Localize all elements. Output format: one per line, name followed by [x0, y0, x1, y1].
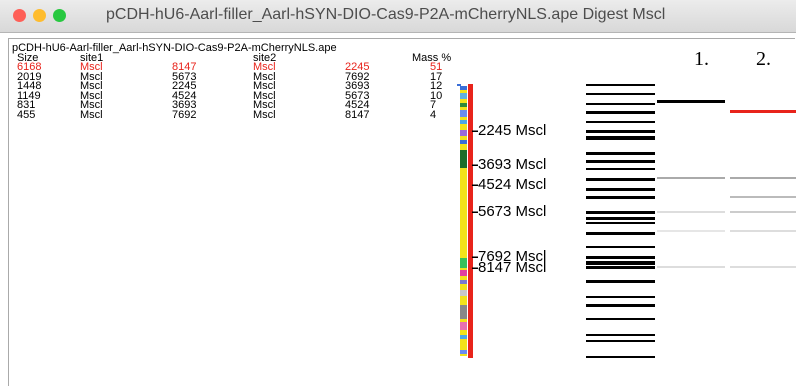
map-feature [460, 140, 467, 144]
map-feature [457, 84, 461, 86]
table-cell: 8147 [345, 110, 369, 121]
table-cell: 4 [430, 110, 436, 121]
site-label: 3693 Mscl [478, 157, 546, 172]
map-feature [460, 93, 467, 99]
map-feature [460, 130, 467, 136]
map-feature [460, 103, 467, 107]
map-feature [460, 150, 467, 168]
lane-label: 1. [694, 48, 709, 71]
ladder-band [586, 280, 655, 283]
map-feature [460, 322, 467, 330]
ladder-band [586, 296, 655, 298]
map-feature [460, 290, 467, 296]
ladder-band [586, 136, 655, 140]
table-cell: 7692 [172, 110, 196, 121]
ladder-band [586, 121, 655, 123]
map-feature [460, 110, 467, 117]
lane-band [657, 230, 725, 232]
table-caption: pCDH-hU6-Aarl-filler_Aarl-hSYN-DIO-Cas9-… [12, 43, 337, 54]
ladder-band [586, 266, 655, 269]
map-feature [460, 86, 467, 90]
lane-band [730, 177, 796, 179]
ladder-band [586, 217, 655, 220]
ladder-band [586, 246, 655, 248]
lane-band [730, 266, 796, 268]
page: pCDH-hU6-Aarl-filler_Aarl-hSYN-DIO-Cas9-… [0, 0, 796, 385]
ladder-band [586, 356, 655, 358]
lane-band [657, 100, 725, 103]
map-feature [460, 270, 467, 276]
digest-graphic [0, 0, 796, 385]
lane-band [657, 177, 725, 179]
ladder-band [586, 222, 655, 224]
map-feature [460, 258, 467, 268]
ladder-band [586, 93, 655, 95]
lane-band [657, 211, 725, 213]
ladder-band [586, 103, 655, 105]
ladder-band [586, 334, 655, 336]
map-feature [460, 335, 467, 339]
site-label: 8147 Mscl [478, 260, 546, 275]
ladder-band [586, 168, 655, 170]
lane-band [730, 196, 796, 198]
lane-label: 2. [756, 48, 771, 71]
map-backbone [468, 84, 473, 358]
table-cell: Mscl [253, 110, 276, 121]
lane-band [730, 230, 796, 232]
site-label: 5673 Mscl [478, 204, 546, 219]
ladder-band [586, 111, 655, 114]
ladder-band [586, 211, 655, 214]
lane-band [730, 110, 796, 113]
table-cell: 455 [17, 110, 35, 121]
ladder-band [586, 318, 655, 320]
ladder-band [586, 196, 655, 199]
lane-band [730, 211, 796, 213]
ladder-band [586, 160, 655, 163]
map-feature [460, 280, 467, 284]
map-feature [460, 350, 467, 354]
ladder-band [586, 178, 655, 181]
lane-band [657, 266, 725, 268]
map-feature [460, 120, 467, 124]
ladder-band [586, 188, 655, 191]
ladder-band [586, 152, 655, 155]
ladder-band [586, 232, 655, 235]
ladder-band [586, 261, 655, 265]
site-label: 4524 Mscl [478, 177, 546, 192]
ladder-band [586, 130, 655, 133]
ladder-band [586, 340, 655, 342]
ladder-band [586, 84, 655, 86]
table-cell: Mscl [80, 110, 103, 121]
site-label: 2245 Mscl [478, 123, 546, 138]
map-feature [460, 305, 467, 319]
ladder-band [586, 304, 655, 307]
ladder-band [586, 256, 655, 259]
